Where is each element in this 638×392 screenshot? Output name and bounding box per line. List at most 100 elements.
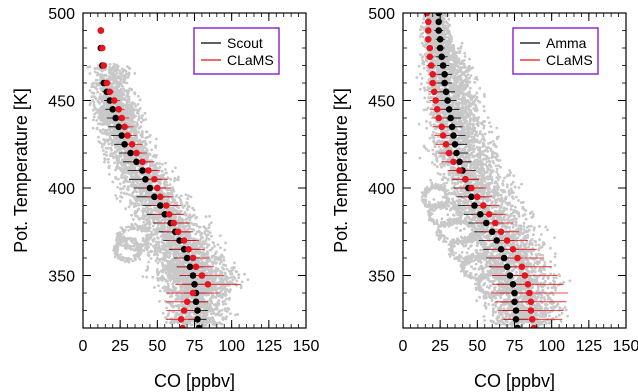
cloud-point	[169, 231, 173, 235]
cloud-point	[223, 248, 227, 252]
cloud-point	[205, 236, 209, 240]
cloud-point	[140, 131, 144, 135]
cloud-point	[156, 249, 160, 253]
cloud-point	[132, 115, 136, 119]
cloud-point	[126, 115, 130, 119]
cloud-point	[137, 108, 140, 112]
cloud-point	[130, 224, 133, 228]
cloud-point	[139, 149, 143, 153]
cloud-point	[208, 320, 212, 324]
cloud-point	[124, 111, 127, 114]
cloud-point	[161, 162, 164, 166]
cloud-point	[119, 187, 123, 191]
cloud-point	[115, 158, 119, 162]
cloud-point	[158, 257, 162, 261]
cloud-point	[149, 257, 153, 260]
cloud-point	[135, 124, 139, 128]
cloud-point	[119, 191, 123, 195]
cloud-point	[160, 247, 164, 251]
cloud-point	[145, 157, 149, 161]
cloud-point	[194, 232, 198, 236]
cloud-point	[235, 279, 239, 283]
cloud-point	[164, 254, 168, 258]
cloud-point	[163, 179, 167, 183]
cloud-point	[218, 310, 221, 313]
cloud-point	[229, 312, 232, 316]
cloud-point	[132, 147, 136, 151]
cloud-point	[137, 185, 140, 188]
cloud-point	[125, 99, 129, 102]
plot-area	[86, 27, 250, 328]
cloud-point	[122, 181, 126, 184]
cloud-point	[124, 155, 128, 159]
cloud-point	[143, 227, 147, 230]
cloud-point	[175, 255, 179, 258]
cloud-point	[153, 253, 157, 257]
x-tick-label: 125	[255, 338, 282, 355]
cloud-point	[134, 258, 137, 262]
cloud-point	[206, 229, 210, 233]
cloud-point	[108, 138, 111, 142]
cloud-point	[184, 193, 188, 197]
cloud-point	[109, 131, 113, 134]
cloud-point	[161, 234, 164, 237]
cloud-point	[138, 257, 142, 261]
cloud-point	[227, 307, 231, 311]
cloud-point	[138, 98, 142, 102]
cloud-point	[142, 197, 146, 200]
cloud-point	[101, 123, 105, 126]
cloud-point	[176, 221, 180, 224]
data-point	[189, 289, 197, 297]
data-point	[109, 106, 116, 113]
cloud-point	[114, 73, 117, 77]
cloud-point	[129, 103, 132, 107]
cloud-point	[100, 88, 103, 92]
data-point	[110, 97, 118, 104]
cloud-point	[125, 149, 129, 153]
cloud-point	[231, 268, 235, 272]
cloud-point	[195, 250, 199, 254]
cloud-point	[117, 233, 121, 236]
cloud-point	[222, 267, 226, 271]
cloud-point	[121, 259, 125, 262]
y-tick-label: 450	[48, 94, 75, 111]
cloud-point	[201, 240, 205, 244]
cloud-point	[229, 272, 232, 276]
data-point	[189, 254, 197, 262]
cloud-point	[208, 214, 211, 218]
x-tick-label: 25	[111, 338, 129, 355]
cloud-point	[110, 148, 113, 152]
cloud-point	[123, 81, 126, 84]
cloud-point	[175, 194, 179, 197]
cloud-point	[151, 275, 155, 279]
cloud-point	[145, 269, 148, 272]
cloud-point	[213, 258, 217, 261]
data-point	[127, 149, 134, 157]
cloud-point	[169, 302, 173, 305]
cloud-point	[106, 114, 110, 118]
cloud-point	[135, 121, 139, 124]
cloud-point	[207, 255, 210, 259]
cloud-point	[125, 258, 129, 262]
cloud-point	[159, 230, 163, 233]
cloud-point	[108, 112, 112, 116]
cloud-point	[228, 289, 232, 293]
cloud-point	[180, 194, 183, 198]
cloud-point	[176, 261, 180, 265]
cloud-point	[98, 141, 102, 145]
cloud-point	[125, 244, 128, 247]
cloud-point	[176, 293, 179, 297]
cloud-point	[132, 120, 136, 124]
cloud-point	[133, 92, 137, 96]
cloud-point	[161, 269, 165, 273]
cloud-point	[118, 101, 122, 104]
cloud-point	[100, 145, 104, 149]
cloud-point	[125, 118, 129, 122]
cloud-point	[215, 261, 218, 265]
cloud-point	[113, 121, 117, 124]
cloud-point	[235, 270, 239, 274]
cloud-point	[157, 241, 161, 245]
cloud-point	[108, 172, 111, 176]
cloud-point	[108, 120, 112, 123]
cloud-point	[202, 321, 206, 325]
